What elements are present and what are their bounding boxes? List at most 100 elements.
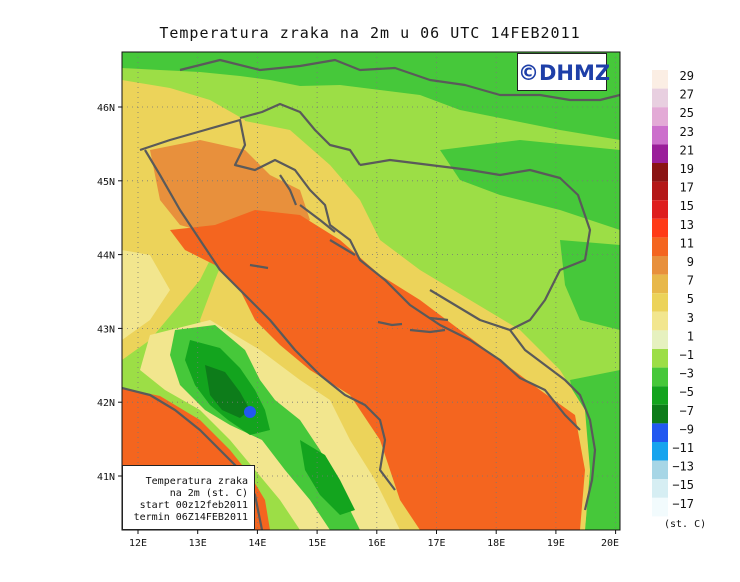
island-5	[409, 328, 446, 334]
legend-swatch	[652, 479, 668, 498]
legend-swatch	[652, 404, 668, 424]
legend-label: 27	[680, 88, 694, 102]
info-line-4: termin 06Z14FEB2011	[133, 512, 248, 523]
island-4	[377, 320, 403, 327]
lat-tick-label: 43N	[97, 324, 115, 335]
mild-zone-west	[122, 250, 170, 340]
lon-tick-label: 19E	[547, 538, 565, 549]
lon-tick-label: 12E	[129, 538, 147, 549]
legend-swatch	[652, 330, 668, 349]
legend-swatch	[652, 107, 668, 126]
info-line-2: na 2m (st. C)	[169, 488, 248, 499]
legend-swatch	[652, 70, 668, 89]
legend-label: −9	[680, 422, 694, 436]
legend-swatch	[652, 349, 668, 368]
lat-tick-label: 44N	[97, 251, 115, 262]
legend-unit: (st. C)	[664, 519, 707, 530]
lon-tick-label: 16E	[368, 538, 386, 549]
lat-tick-label: 46N	[97, 103, 115, 114]
legend-label: 25	[680, 106, 694, 120]
legend-swatch	[652, 237, 668, 256]
cold-spot	[244, 406, 256, 418]
legend-swatch	[652, 218, 668, 238]
legend-label: 5	[687, 292, 694, 306]
legend-label: 11	[680, 236, 694, 250]
legend-label: −17	[672, 497, 694, 511]
longitude-ticks: 12E 13E 14E 15E 16E 17E 18E 19E 20E	[129, 530, 619, 549]
legend-label: 9	[687, 255, 694, 269]
legend-label: 21	[680, 143, 694, 157]
border-montenegro	[509, 329, 597, 511]
legend-swatch	[652, 442, 668, 461]
cold-zone-ne	[440, 140, 620, 230]
map-frame	[121, 51, 621, 531]
legend-swatch	[652, 460, 668, 480]
info-box: Temperatura zraka na 2m (st. C) start 00…	[122, 465, 255, 530]
island-1	[279, 174, 298, 206]
map-title: Temperatura zraka na 2m u 06 UTC 14FEB20…	[159, 24, 581, 42]
legend-label: 23	[680, 125, 694, 139]
lon-tick-label: 17E	[427, 538, 445, 549]
lat-tick-label: 45N	[97, 177, 115, 188]
border-slovenia	[239, 102, 361, 166]
legend-label: −5	[680, 385, 694, 399]
lat-tick-label: 41N	[97, 472, 115, 483]
legend-swatch	[652, 311, 668, 331]
gridlines	[122, 52, 620, 530]
legend-swatch	[652, 88, 668, 108]
dhmz-credit: ©DHMZ	[517, 53, 610, 91]
island-2	[299, 204, 336, 233]
info-line-3: start 00z12feb2011	[139, 500, 248, 511]
coastline-italy	[144, 149, 396, 491]
lon-tick-label: 20E	[601, 538, 619, 549]
island-6	[429, 316, 449, 322]
lat-tick-label: 42N	[97, 398, 115, 409]
legend-swatch	[652, 386, 668, 405]
legend-swatch	[652, 423, 668, 442]
legend-label: 1	[687, 329, 694, 343]
lon-tick-label: 15E	[308, 538, 326, 549]
legend-label: 15	[680, 199, 694, 213]
lon-tick-label: 14E	[248, 538, 266, 549]
legend-swatch	[652, 200, 668, 219]
coastlines	[122, 58, 620, 530]
legend-label: 29	[680, 69, 694, 83]
lon-tick-label: 18E	[487, 538, 505, 549]
legend-swatch	[652, 256, 668, 275]
legend-label: −1	[680, 348, 694, 362]
lon-tick-label: 13E	[189, 538, 207, 549]
legend-label: −11	[672, 441, 694, 455]
coastline-adriatic-west	[139, 118, 581, 431]
color-legend: 29 27 25 23 21 19 17 15 13 11 9 7 5 3 1 −1 −3 −5 −7 −9 −11 −1…	[652, 69, 694, 517]
legend-swatch	[652, 181, 668, 201]
sea-warm-zone	[170, 210, 585, 530]
border-croatia-bosnia	[359, 158, 592, 332]
island-3	[329, 239, 356, 256]
italy-coldest-zone	[205, 365, 250, 418]
legend-label: 19	[680, 162, 694, 176]
legend-swatch	[652, 274, 668, 294]
legend-swatch	[652, 163, 668, 182]
legend-swatch	[652, 367, 668, 387]
legend-label: −3	[680, 367, 694, 381]
legend-label: −13	[672, 460, 694, 474]
legend-label: 17	[680, 181, 694, 195]
cold-zone-se	[560, 240, 620, 330]
legend-swatch	[652, 144, 668, 163]
legend-label: 7	[687, 274, 694, 288]
legend-label: −7	[680, 404, 694, 418]
cold-zone-north	[122, 52, 620, 140]
lake	[249, 263, 269, 270]
latitude-ticks: 46N 45N 44N 43N 42N 41N	[97, 103, 122, 483]
legend-label: 3	[687, 311, 694, 325]
border-north	[179, 58, 620, 102]
temperature-field	[122, 52, 620, 530]
legend-label: −15	[672, 478, 694, 492]
info-line-1: Temperatura zraka	[145, 476, 248, 487]
legend-label: 13	[680, 218, 694, 232]
legend-swatch	[652, 293, 668, 312]
legend-swatch	[652, 125, 668, 145]
legend-swatch	[652, 497, 668, 517]
south-italy-cold-zone	[300, 440, 355, 515]
